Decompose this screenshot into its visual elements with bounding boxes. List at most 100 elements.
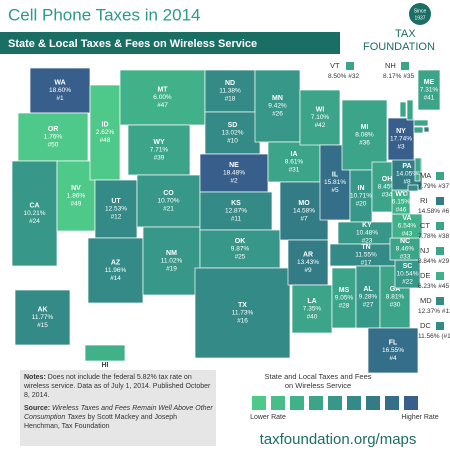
state-abbr: OR [48,126,59,133]
state-abbr: VT [330,61,340,70]
state-swatch [436,322,444,330]
state-abbr: CA [29,202,39,209]
state [299,89,341,146]
state-abbr: AZ [111,259,121,266]
state-rate-value: 12.37% [418,308,440,315]
state-rank: #5 [331,187,339,194]
state-rate: 18.60% [49,87,71,94]
state-rank: #11 [231,216,242,223]
state-rank: #29 [438,258,449,265]
state [94,179,138,239]
state-rank: #28 [339,303,350,310]
state-rate: 7.79% #37 [418,183,449,190]
state-rate: 10.21% [23,210,45,217]
state-rate-value: 8.50% [328,73,347,80]
state-rate: 10.54% [396,271,418,278]
state [413,119,429,127]
state-rank: #26 [272,111,283,118]
state-rank: #45 [438,283,449,290]
state [199,191,273,231]
state-rank: #9 [304,267,312,274]
state-rank: #46 [396,207,407,214]
state-rank: #31 [289,167,300,174]
state [267,141,321,183]
state-rate: 8.61% [285,159,304,166]
state-abbr: MO [298,200,310,207]
state-rank: #2 [230,178,238,185]
logo-name: TAX [395,28,416,40]
state-abbr: WA [54,79,65,86]
state-swatch [436,297,444,305]
state-rank: #35 [403,73,414,80]
state-rate: 11.02% [161,258,183,265]
state-rate: 14.58% #6 [418,208,449,215]
state [127,124,191,176]
state-abbr: TN [361,244,370,251]
state-rank: #24 [29,218,40,225]
state-rate: 12.37% #13 [418,308,450,315]
state-abbr: WI [316,106,325,113]
state [56,160,96,232]
state-rank: #49 [71,201,82,208]
state-rank: #21 [163,206,174,213]
state [194,267,291,359]
state-rate: 8.08% [355,132,374,139]
logo: Since 1937 TAX FOUNDATION [363,3,435,53]
state-rank: #3 [397,144,405,151]
state-swatch [436,247,444,255]
state-rate: 14.05% [396,171,418,178]
state-abbr: MT [157,86,168,93]
state-rate-value: 7.79% [418,183,437,190]
state-rate: 8.84% #29 [418,258,449,265]
state-rank: #17 [361,260,372,267]
state-rate: 8.81% [386,294,405,301]
title: Cell Phone Taxes in 2014 [8,5,201,24]
state-swatch [401,62,409,70]
state-rate: 10.48% [356,230,378,237]
state-abbr: WV [395,191,407,198]
state-rate-value: 7.78% [418,233,437,240]
state [331,267,357,329]
state-rate: 9.42% [268,103,287,110]
state [84,344,126,362]
state [423,126,430,133]
state-abbr: RI [420,196,428,205]
logo-name: FOUNDATION [363,41,435,53]
state-rate: 9.28% [359,294,378,301]
state [89,84,121,181]
state-rate: 10.70% [157,198,179,205]
state-abbr: OK [235,238,246,245]
legend-title: State and Local Taxes and Fees on Wirele… [264,372,372,390]
state [403,191,408,196]
state-abbr: NJ [420,246,429,255]
legend-title-text: State and Local Taxes and Fees on Wirele… [264,372,372,390]
state-rank: #25 [235,254,246,261]
state-rank: #42 [315,122,326,129]
state-abbr: UT [111,198,121,205]
state-abbr: MD [420,296,432,305]
state-rank: #32 [348,73,359,80]
source-title: Wireless Taxes and Fees Remain Well Abov… [24,405,213,422]
state-rate: 13.43% [297,259,319,266]
legend-swatch [309,396,323,410]
legend-swatch [252,396,266,410]
state-rank: #7 [300,216,308,223]
state [414,173,421,182]
state-abbr: NE [229,162,239,169]
state-abbr: PA [402,163,411,170]
subtitle-band [0,32,340,54]
state-abbr: AK [37,306,47,313]
state-rank: #47 [157,102,168,109]
state-abbr: ME [424,79,435,86]
state [287,239,329,286]
state-rate: 7.10% [311,114,330,121]
state-rank: #48 [100,137,111,144]
state-abbr: NV [71,185,81,192]
legend-high: Higher Rate [401,414,438,421]
legend-low: Lower Rate [250,414,286,421]
state-rank: #1 [56,95,64,102]
state-rate: 7.31% [420,87,439,94]
state-abbr: CO [163,190,174,197]
state-abbr: IA [291,151,298,158]
